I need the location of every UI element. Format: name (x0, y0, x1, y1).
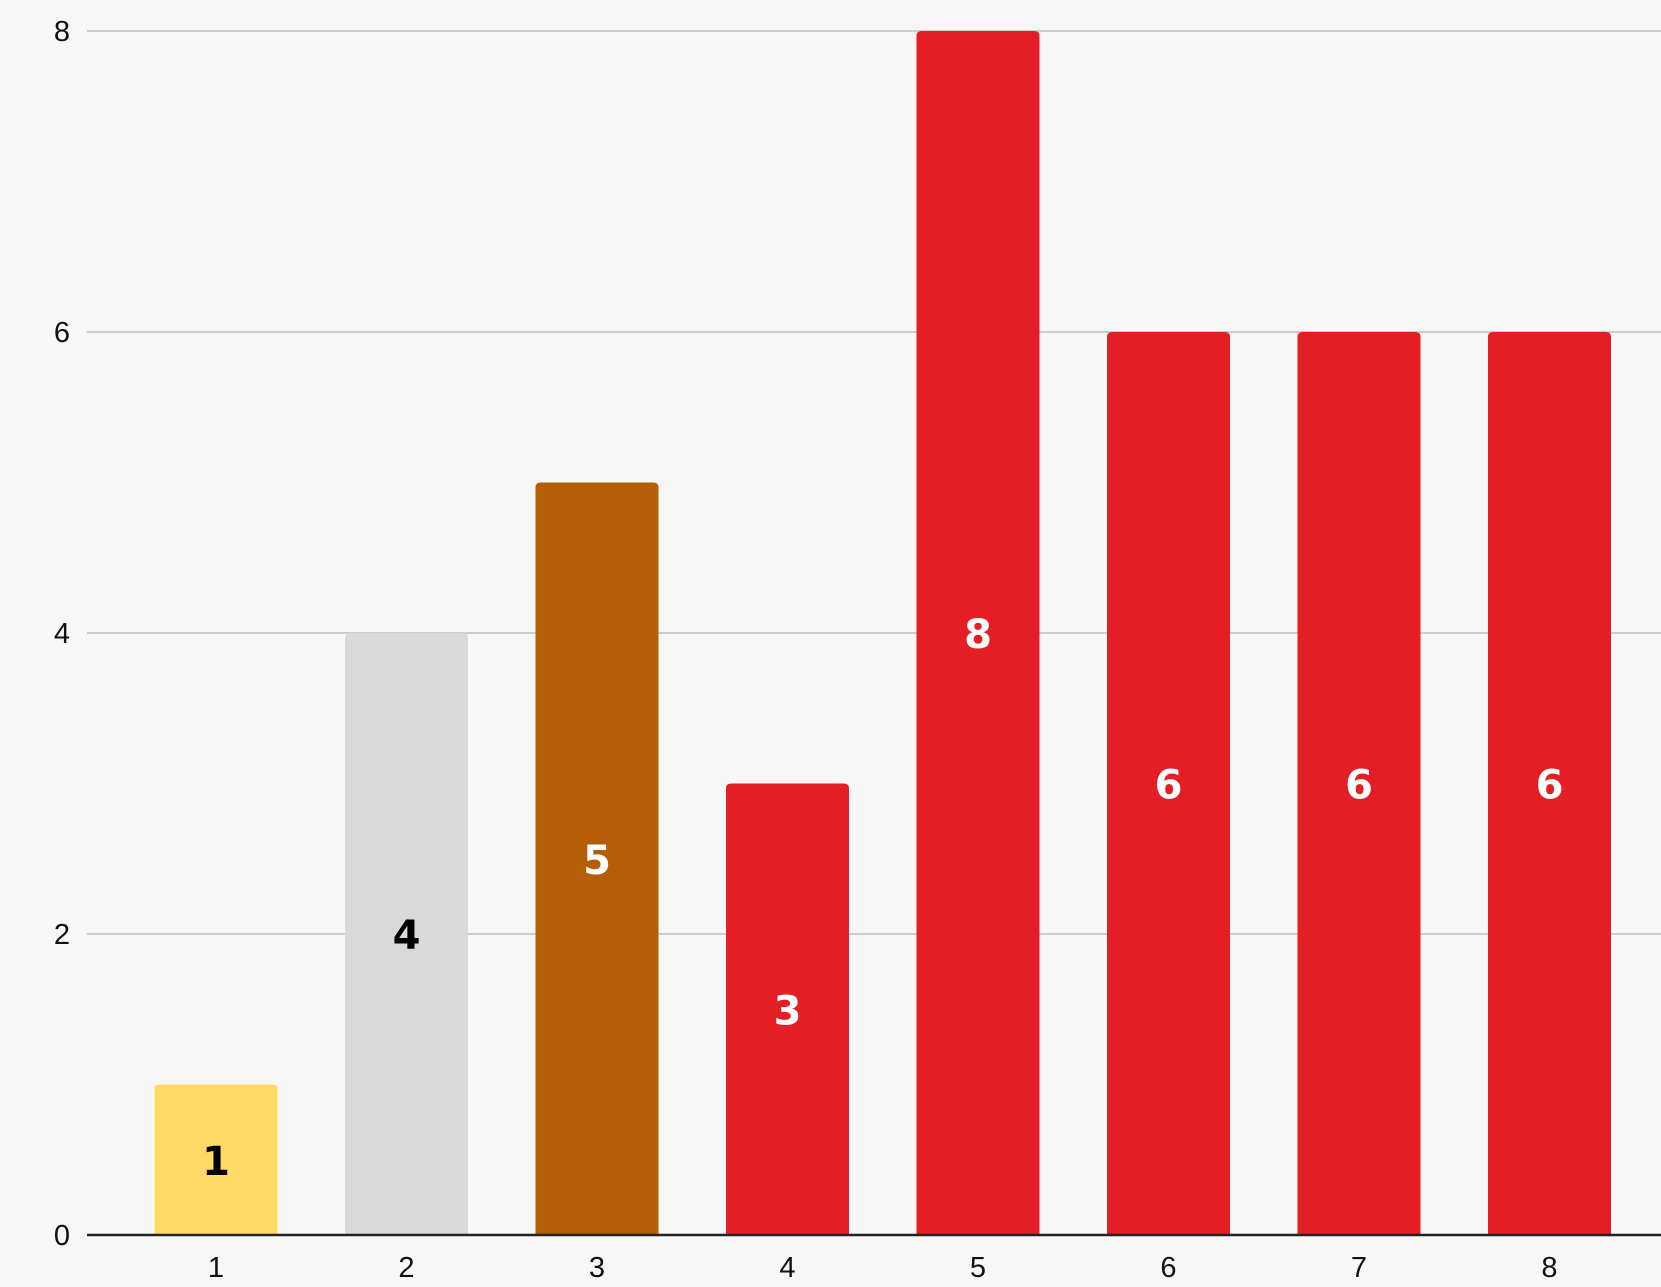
data-label: 5 (583, 838, 611, 884)
x-tick-label: 2 (398, 1252, 414, 1284)
x-tick-label: 8 (1541, 1252, 1557, 1284)
data-label: 6 (1536, 763, 1564, 809)
bar-4 (726, 783, 849, 1235)
bar-3 (535, 482, 659, 1235)
data-label: 6 (1345, 763, 1373, 809)
x-axis-ticks: 1 2 3 4 5 6 7 8 (208, 1252, 1558, 1284)
data-label: 6 (1155, 763, 1183, 809)
data-label: 1 (202, 1139, 230, 1185)
bar-5 (916, 31, 1040, 1235)
x-tick-label: 7 (1351, 1252, 1367, 1284)
y-axis-ticks: 0 2 4 6 8 (54, 16, 70, 1252)
gridlines (87, 30, 1661, 935)
bar-6 (1107, 332, 1230, 1235)
x-tick-label: 5 (970, 1252, 986, 1284)
bar-7 (1297, 332, 1421, 1235)
bar-2 (345, 633, 468, 1235)
x-tick-label: 6 (1160, 1252, 1176, 1284)
data-label: 8 (964, 612, 992, 658)
x-tick-label: 4 (779, 1252, 795, 1284)
y-tick-label: 0 (54, 1220, 70, 1252)
y-tick-label: 6 (54, 317, 70, 349)
data-label: 4 (393, 913, 421, 959)
y-tick-label: 2 (54, 919, 70, 951)
bars: 1 4 5 3 8 6 6 6 (154, 31, 1611, 1235)
x-tick-label: 1 (208, 1252, 224, 1284)
y-tick-label: 8 (54, 16, 70, 48)
bar-1 (154, 1084, 278, 1235)
x-tick-label: 3 (589, 1252, 605, 1284)
data-label: 3 (774, 988, 802, 1034)
bar-8 (1488, 332, 1611, 1235)
y-tick-label: 4 (54, 618, 70, 650)
